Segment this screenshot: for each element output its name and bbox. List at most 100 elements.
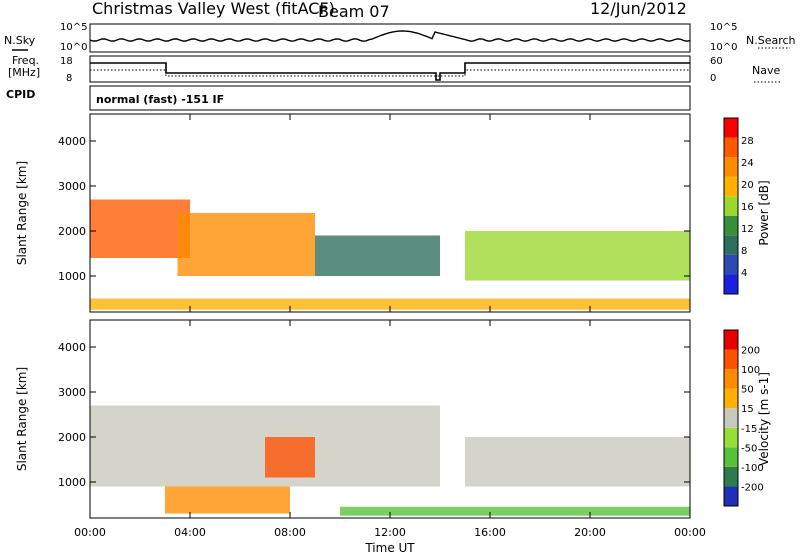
nave-line	[90, 69, 690, 77]
x-axis-label: Time UT	[364, 541, 415, 554]
colorbar-tick-label: 12	[741, 224, 754, 235]
freq-tick-top: 18	[60, 56, 73, 67]
power-colorbar: 28 24 20 16 12 8 4	[723, 117, 754, 295]
freq-tick-bottom: 8	[66, 73, 72, 84]
velocity-colorbar-label: Velocity [m s-1]	[757, 372, 771, 466]
noise-tick-left-top: 10^5	[60, 22, 87, 33]
colorbar-swatch	[724, 330, 738, 350]
site-title: Christmas Valley West (fitACF)	[92, 0, 335, 18]
cpid-label: CPID	[6, 88, 35, 101]
power-panel: 1000 2000 3000 4000 Slant Range [km]	[15, 113, 691, 313]
power-feature-0	[90, 199, 190, 258]
y-tick-label: 2000	[58, 431, 86, 444]
colorbar-swatch	[724, 254, 738, 275]
beam-label: Beam 07	[318, 2, 390, 21]
noise-strip-frame	[89, 23, 691, 53]
power-data	[90, 199, 690, 310]
y-tick-label: 1000	[58, 476, 86, 489]
colorbar-swatch	[724, 235, 738, 255]
x-tick-label: 00:00	[74, 526, 106, 539]
y-tick-label: 4000	[58, 135, 86, 148]
colorbar-swatch	[724, 408, 738, 428]
colorbar-swatch	[724, 137, 738, 158]
nave-tick-top: 60	[710, 56, 723, 67]
power-feature-1	[177, 213, 315, 276]
x-tick-label: 16:00	[474, 526, 506, 539]
colorbar-swatch	[724, 447, 738, 467]
y-tick-label: 4000	[58, 341, 86, 354]
y-tick-label: 3000	[58, 180, 86, 193]
x-tick-label: 20:00	[574, 526, 606, 539]
velocity-y-label: Slant Range [km]	[15, 367, 29, 471]
colorbar-swatch	[724, 369, 738, 389]
nave-tick-bottom: 0	[710, 73, 716, 84]
freq-line	[90, 62, 690, 81]
velocity-feature-3	[465, 437, 690, 487]
power-feature-2	[315, 235, 440, 276]
power-y-label: Slant Range [km]	[15, 161, 29, 265]
y-tick-label: 2000	[58, 225, 86, 238]
colorbar-swatch	[724, 274, 738, 294]
noise-tick-right-bottom: 10^0	[710, 42, 737, 53]
velocity-data	[90, 405, 690, 516]
colorbar-tick-label: 15	[741, 404, 754, 415]
colorbar-swatch	[724, 176, 738, 197]
date-label: 12/Jun/2012	[590, 0, 687, 18]
velocity-y-axis: 1000 2000 3000 4000	[58, 341, 690, 489]
noise-tick-right-top: 10^5	[710, 22, 737, 33]
nsky-label: N.Sky	[4, 34, 36, 47]
colorbar-swatch	[724, 388, 738, 409]
colorbar-swatch	[724, 215, 738, 236]
power-colorbar-label: Power [dB]	[757, 180, 771, 245]
noise-strip: N.Sky 10^5 10^0 10^5 10^0 N.Search	[4, 22, 796, 53]
colorbar-swatch	[724, 196, 738, 216]
nave-label: Nave	[752, 64, 780, 77]
x-tick-label: 00:00	[674, 526, 706, 539]
freq-label: Freq.	[12, 54, 39, 67]
freq-unit-label: [MHz]	[8, 66, 40, 79]
colorbar-tick-label: 16	[741, 202, 754, 213]
velocity-feature-4	[340, 506, 690, 516]
colorbar-tick-label: -50	[741, 443, 757, 454]
colorbar-tick-label: 28	[741, 136, 754, 147]
velocity-feature-2	[165, 486, 290, 514]
cpid-text: normal (fast) -151 IF	[96, 93, 224, 106]
y-tick-label: 1000	[58, 270, 86, 283]
colorbar-tick-label: 20	[741, 180, 754, 191]
time-axis: 00:00 04:00 08:00 12:00 16:00 20:00 00:00	[74, 114, 706, 539]
colorbar-swatch	[724, 466, 738, 487]
power-feature-4	[90, 298, 690, 310]
colorbar-tick-label: 50	[741, 385, 754, 396]
colorbar-tick-label: 100	[741, 365, 760, 376]
colorbar-swatch	[724, 349, 738, 370]
colorbar-swatch	[724, 427, 738, 448]
colorbar-swatch	[724, 118, 738, 138]
colorbar-swatch	[724, 157, 738, 177]
velocity-colorbar: 200 100 50 15 -15 -50 -100 -200	[723, 329, 764, 507]
colorbar-tick-label: -100	[741, 463, 764, 474]
velocity-panel: 1000 2000 3000 4000 Slant Range [km]	[15, 319, 691, 519]
velocity-feature-1	[265, 437, 315, 478]
colorbar-tick-label: 200	[741, 346, 760, 357]
x-tick-label: 08:00	[274, 526, 306, 539]
power-y-axis: 1000 2000 3000 4000	[58, 135, 690, 283]
colorbar-tick-label: -15	[741, 424, 757, 435]
colorbar-swatch	[724, 486, 738, 506]
x-tick-label: 04:00	[174, 526, 206, 539]
freq-strip-frame	[89, 55, 691, 83]
x-tick-label: 12:00	[374, 526, 406, 539]
colorbar-tick-label: -200	[741, 482, 764, 493]
colorbar-tick-label: 24	[741, 158, 754, 169]
noise-tick-left-bottom: 10^0	[60, 42, 87, 53]
freq-strip: Freq. [MHz] 18 8 60 0 Nave	[8, 54, 780, 84]
colorbar-frame	[723, 117, 739, 295]
y-tick-label: 3000	[58, 386, 86, 399]
colorbar-tick-label: 4	[741, 268, 747, 279]
cpid-strip-frame	[89, 85, 691, 111]
colorbar-frame	[723, 329, 739, 507]
nsearch-label: N.Search	[746, 34, 796, 47]
power-feature-3	[465, 231, 690, 281]
noise-line	[89, 30, 691, 42]
colorbar-tick-label: 8	[741, 246, 747, 257]
